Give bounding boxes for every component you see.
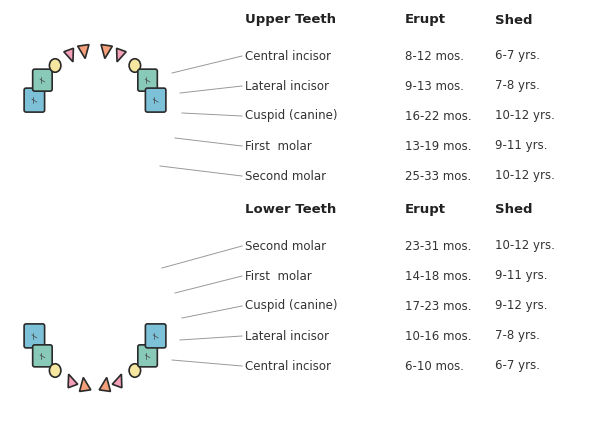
FancyBboxPatch shape [24,324,44,348]
Text: 16-22 mos.: 16-22 mos. [405,110,472,122]
Text: Shed: Shed [495,14,533,27]
Text: Second molar: Second molar [245,240,326,253]
Text: Shed: Shed [495,203,533,217]
Text: Erupt: Erupt [405,14,446,27]
Text: 25-33 mos.: 25-33 mos. [405,169,471,182]
Text: 10-12 yrs.: 10-12 yrs. [495,110,555,122]
Text: Cuspid (canine): Cuspid (canine) [245,300,337,312]
Ellipse shape [49,59,61,72]
Text: 8-12 mos.: 8-12 mos. [405,50,464,62]
Ellipse shape [129,59,140,72]
Text: 17-23 mos.: 17-23 mos. [405,300,472,312]
FancyBboxPatch shape [145,324,166,348]
Polygon shape [99,377,110,392]
Text: 9-13 mos.: 9-13 mos. [405,80,464,92]
Text: 9-11 yrs.: 9-11 yrs. [495,270,548,282]
Text: 10-12 yrs.: 10-12 yrs. [495,240,555,253]
Text: 7-8 yrs.: 7-8 yrs. [495,330,540,342]
Text: 14-18 mos.: 14-18 mos. [405,270,472,282]
FancyBboxPatch shape [32,345,52,367]
Text: Erupt: Erupt [405,203,446,217]
FancyBboxPatch shape [138,69,157,91]
Text: Central incisor: Central incisor [245,360,331,372]
FancyBboxPatch shape [24,88,44,112]
Polygon shape [68,374,78,388]
Text: 9-12 yrs.: 9-12 yrs. [495,300,548,312]
Text: 9-11 yrs.: 9-11 yrs. [495,140,548,152]
Text: Central incisor: Central incisor [245,50,331,62]
Text: Cuspid (canine): Cuspid (canine) [245,110,337,122]
Polygon shape [101,45,112,59]
Text: 10-12 yrs.: 10-12 yrs. [495,169,555,182]
Polygon shape [116,48,126,62]
Text: First  molar: First molar [245,140,312,152]
Text: First  molar: First molar [245,270,312,282]
Text: 23-31 mos.: 23-31 mos. [405,240,472,253]
Text: Second molar: Second molar [245,169,326,182]
FancyBboxPatch shape [32,69,52,91]
Polygon shape [112,374,122,388]
Polygon shape [80,377,91,392]
FancyBboxPatch shape [145,88,166,112]
Text: Upper Teeth: Upper Teeth [245,14,336,27]
Text: 13-19 mos.: 13-19 mos. [405,140,472,152]
Text: Lower Teeth: Lower Teeth [245,203,336,217]
Text: 10-16 mos.: 10-16 mos. [405,330,472,342]
FancyBboxPatch shape [138,345,157,367]
Polygon shape [64,48,73,62]
Polygon shape [77,45,89,59]
Text: 6-10 mos.: 6-10 mos. [405,360,464,372]
Text: 7-8 yrs.: 7-8 yrs. [495,80,540,92]
Text: 6-7 yrs.: 6-7 yrs. [495,50,540,62]
Text: Lateral incisor: Lateral incisor [245,330,329,342]
Ellipse shape [49,364,61,377]
Text: Lateral incisor: Lateral incisor [245,80,329,92]
Text: 6-7 yrs.: 6-7 yrs. [495,360,540,372]
Ellipse shape [129,364,140,377]
